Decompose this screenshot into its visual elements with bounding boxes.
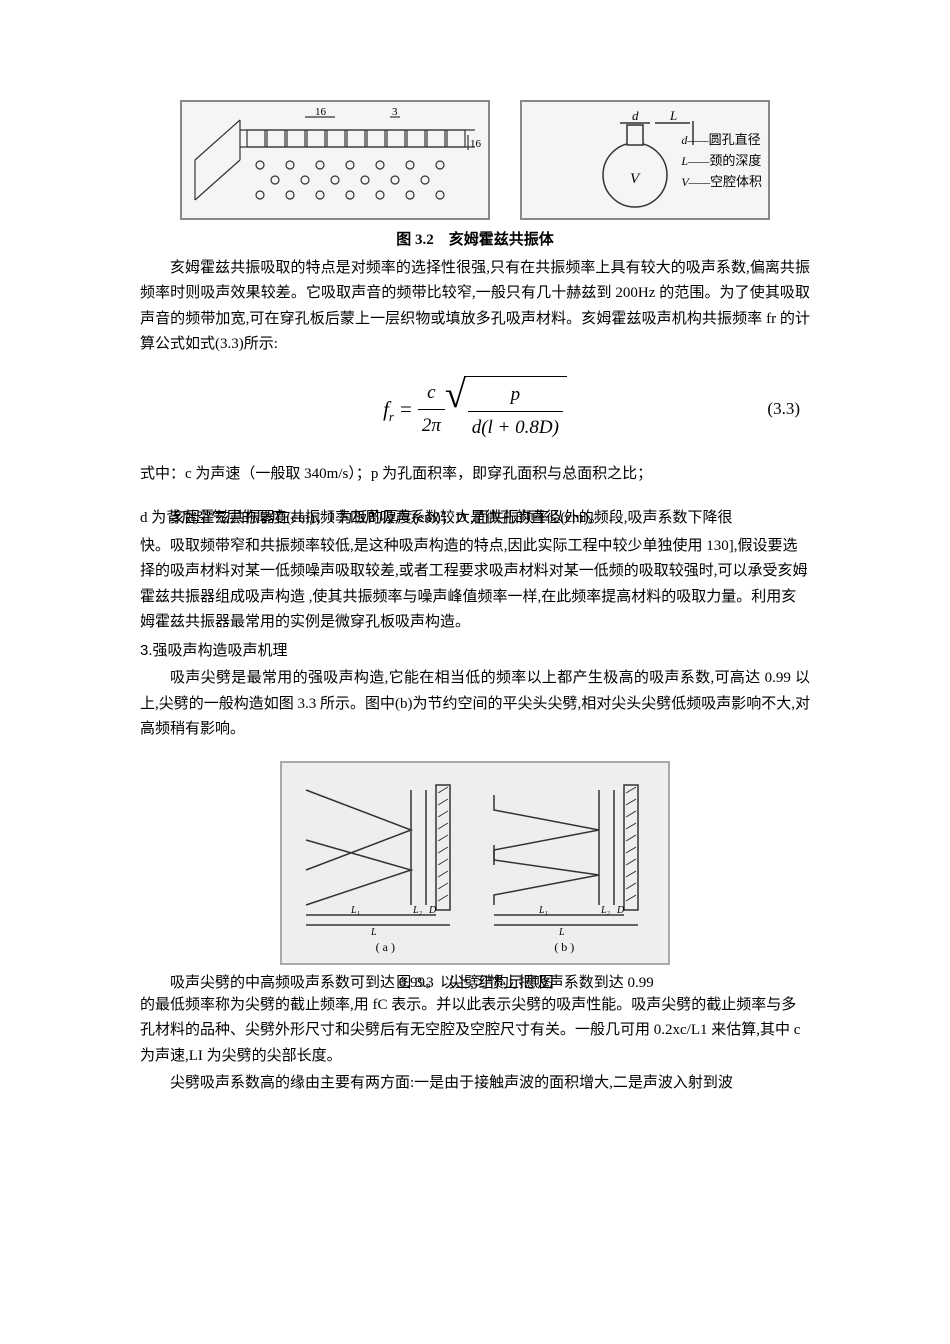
legend-L-sym: L—— [681,154,709,168]
svg-text:D: D [428,905,437,916]
svg-text:L₁: L₁ [538,905,548,916]
formula-number: (3.3) [767,395,800,424]
figure-3-2-left: 16 3 16 [180,100,490,220]
fig33-sub-a: ( a ) [376,937,395,957]
dim-3: 3 [392,106,398,118]
formula-3-3: fr = c 2π √ p d(l + 0.8D) (3.3) [140,376,810,445]
paragraph-4: 的最低频率称为尖劈的截止频率,用 fC 表示。并以此表示尖劈的吸声性能。吸声尖劈… [140,993,810,1070]
svg-text:L₂: L₂ [412,905,423,916]
label-V: V [630,171,641,187]
svg-text:D: D [616,905,625,916]
legend-V-text: 空腔体积 [710,174,762,189]
perforated-panel-svg: 16 3 16 [185,105,485,215]
formula-where-line1: 式中：c 为声速（一般取 340m/s）；p 为孔面积率，即穿孔面积与总面积之比… [140,462,810,488]
paragraph-1: 亥姆霍兹共振吸取的特点是对频率的选择性很强,只有在共振频率上具有较大的吸声系数,… [140,256,810,358]
label-d: d [632,108,639,123]
figure-3-2-row: 16 3 16 d L V d——圆孔直径 L——颈的深度 V——空腔体积 [140,100,810,220]
formula-sqrt: √ p d(l + 0.8D) [445,376,567,445]
section-3-num: 3.强吸声构造吸声机理 [140,642,288,659]
fig33-sub-b: ( b ) [554,937,574,957]
figure-3-3-box: L₁ L₂ D L [280,761,670,965]
svg-text:L₂: L₂ [600,905,611,916]
formula-fr: fr [383,392,394,428]
p4-overlap-row: 吸声尖劈的中高频吸声系数可到达 0.99。以上,习惯上把吸声系数到达 0.99 … [140,971,810,993]
svg-text:L₁: L₁ [350,905,360,916]
legend-d-text: 圆孔直径 [709,132,761,147]
label-L: L [669,108,677,123]
figure-3-2-caption: 图 3.2 亥姆霍兹共振体 [140,228,810,254]
svg-text:L: L [558,927,565,935]
paragraph-3: 吸声尖劈是最常用的强吸声构造,它能在相当低的频率以上都产生极高的吸声系数,可高达… [140,666,810,743]
paragraph-2: 快。吸取频带窄和共振频率较低,是这种吸声构造的特点,因此实际工程中较少单独使用 … [140,534,810,636]
wedge-a-svg: L₁ L₂ D L [296,775,466,935]
figure-3-3-row: L₁ L₂ D L [140,761,810,965]
svg-text:L: L [370,927,377,935]
legend-V-sym: V—— [681,175,710,189]
legend-L-text: 颈的深度 [709,153,761,168]
dim-16b: 16 [470,138,482,150]
paragraph-5: 尖劈吸声系数高的缘由主要有两方面:一是由于接触声波的面积增大,二是声波入射到波 [140,1071,810,1097]
wedge-b-svg: L₁ L₂ D L [484,775,654,935]
section-3-heading: 3.强吸声构造吸声机理 [140,638,810,665]
figure-3-3-caption: 图 3.3 尖劈结构示意图 [140,971,810,997]
formula-frac1: c 2π [418,377,445,443]
overlap-layer-2: 亥姆霍兹共振器在共振频率四周吸声系数较大,而共振频率以外的频段,吸声系数下降很 [140,506,810,532]
legend-d-sym: d—— [681,133,708,147]
figure-3-2-legend: d——圆孔直径 L——颈的深度 V——空腔体积 [681,130,762,192]
overlap-text-block: d 为背后空气层的厚度(cm)；l 为板的厚度(cm)；D 是微孔的直径(cm)… [140,506,810,530]
figure-3-2-right: d L V d——圆孔直径 L——颈的深度 V——空腔体积 [520,100,770,220]
dim-16a: 16 [315,106,327,118]
